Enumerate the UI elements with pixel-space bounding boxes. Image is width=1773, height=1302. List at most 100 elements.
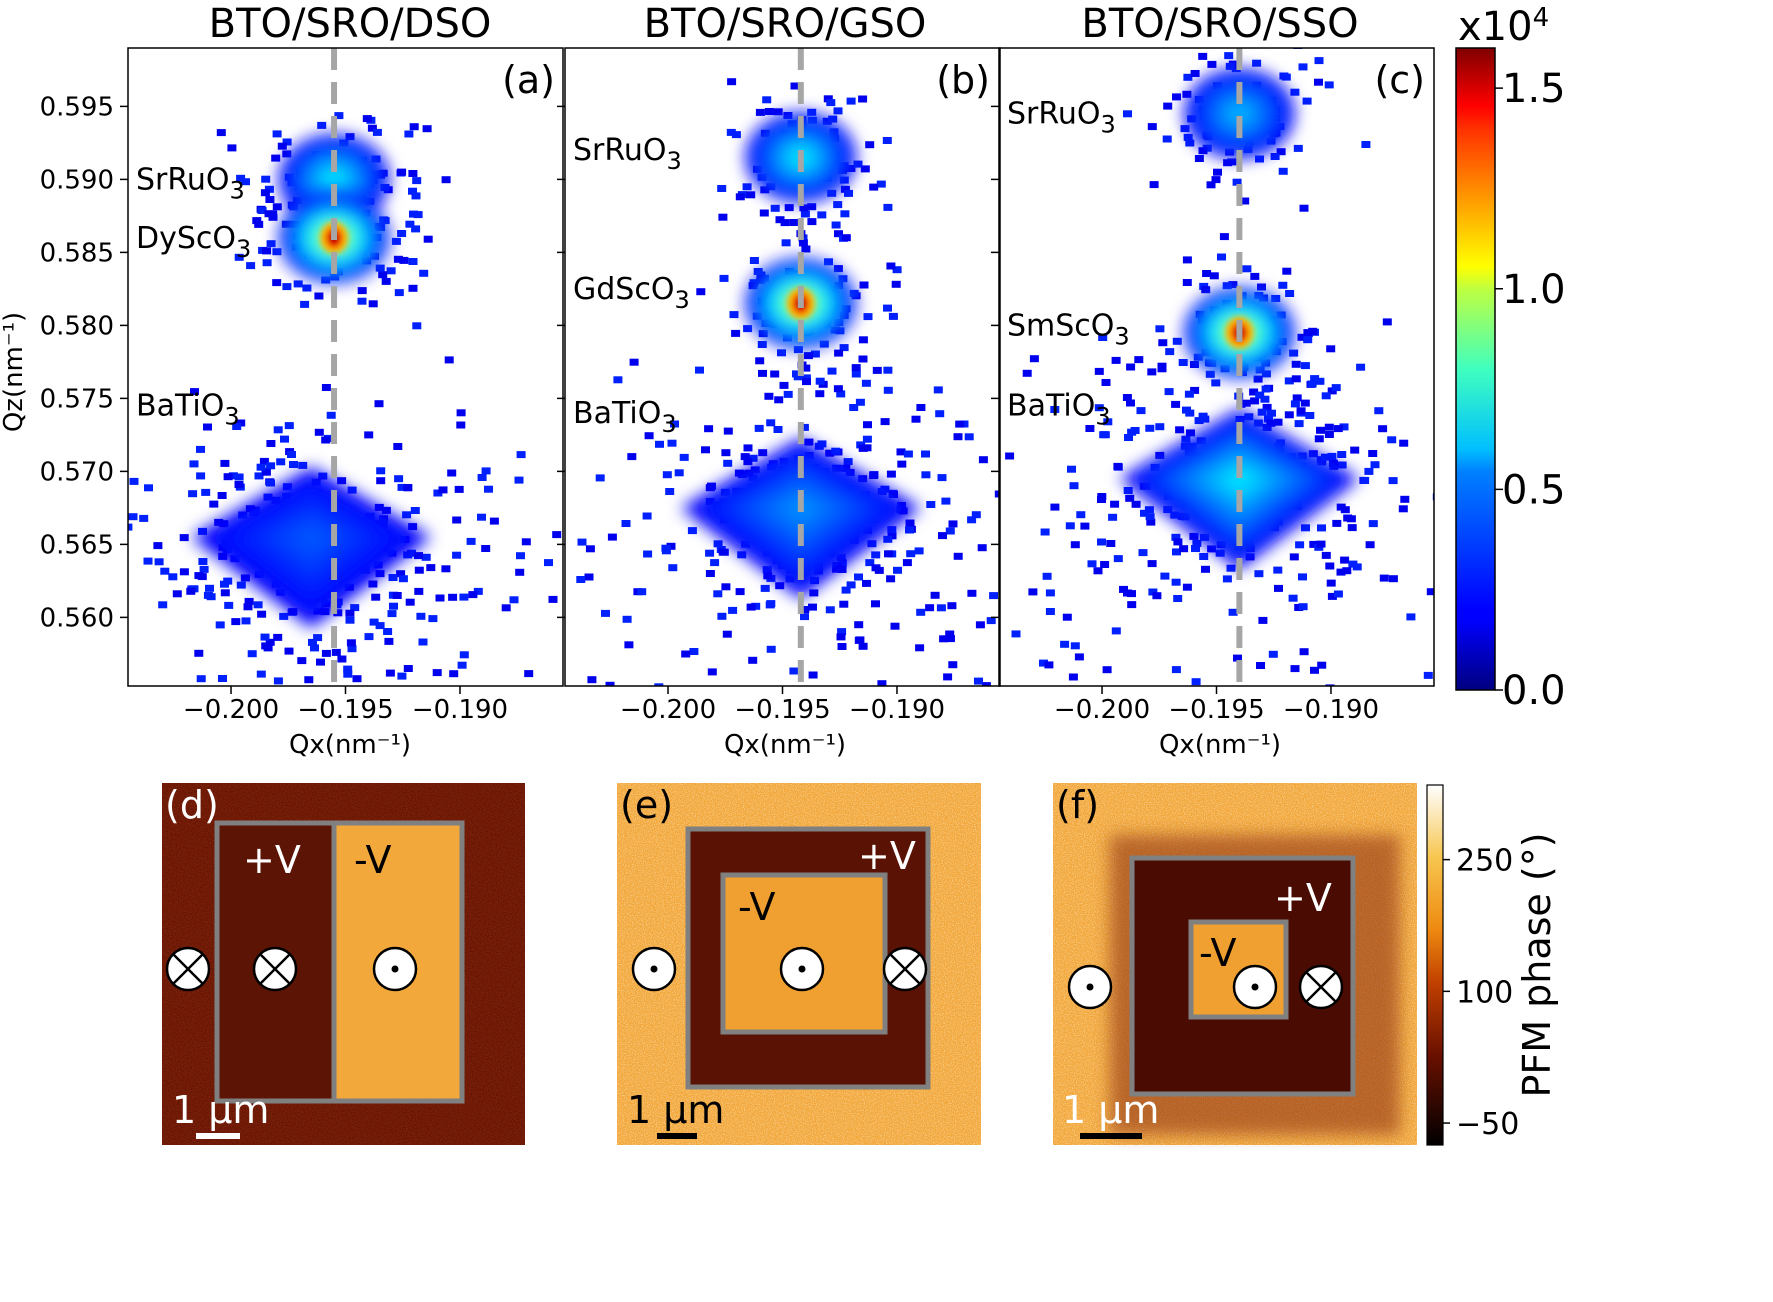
noise-pixel: [1211, 176, 1221, 184]
noise-pixel: [943, 673, 953, 681]
noise-pixel: [372, 128, 382, 136]
noise-pixel: [1097, 538, 1106, 546]
noise-pixel: [201, 488, 211, 496]
noise-pixel: [326, 411, 336, 419]
noise-pixel: [284, 647, 294, 655]
noise-pixel: [376, 477, 386, 485]
noise-pixel: [252, 217, 262, 225]
noise-pixel: [1131, 500, 1141, 508]
noise-pixel: [1076, 511, 1086, 519]
noise-pixel: [704, 425, 714, 433]
noise-pixel: [1136, 407, 1146, 415]
noise-pixel: [153, 542, 163, 550]
noise-pixel: [644, 432, 654, 440]
noise-pixel: [1285, 290, 1295, 297]
noise-pixel: [930, 591, 940, 599]
noise-pixel: [516, 552, 525, 560]
noise-pixel: [1074, 653, 1084, 661]
noise-pixel: [1123, 110, 1132, 118]
noise-pixel: [1198, 52, 1208, 60]
noise-pixel: [825, 449, 835, 457]
peak-srruo-c: [1184, 68, 1295, 159]
noise-pixel: [755, 357, 765, 365]
noise-pixel: [1199, 553, 1209, 560]
noise-pixel: [880, 418, 890, 426]
noise-pixel: [1309, 540, 1319, 548]
panel-a-title: BTO/SRO/DSO: [209, 1, 492, 47]
noise-pixel: [781, 239, 791, 247]
noise-pixel: [243, 603, 253, 611]
noise-pixel: [1337, 451, 1347, 458]
noise-pixel: [807, 218, 817, 226]
noise-pixel: [717, 612, 727, 620]
noise-pixel: [218, 675, 227, 682]
noise-pixel: [196, 675, 206, 683]
symbol-cross: [172, 953, 204, 985]
noise-pixel: [809, 589, 819, 597]
noise-pixel: [456, 421, 466, 429]
noise-pixel: [1284, 377, 1294, 385]
noise-pixel: [265, 196, 275, 203]
noise-pixel: [1134, 356, 1144, 364]
noise-pixel: [762, 96, 772, 104]
noise-pixel: [824, 258, 833, 266]
noise-pixel: [298, 461, 308, 469]
peak-label-subscript: 3: [674, 286, 689, 314]
noise-pixel: [403, 665, 413, 672]
noise-pixel: [601, 609, 610, 617]
noise-pixel: [1149, 181, 1159, 189]
colorbar-tick-label: 1.5: [1502, 66, 1566, 112]
noise-pixel: [410, 507, 420, 514]
noise-pixel: [1378, 425, 1388, 433]
noise-pixel: [803, 352, 813, 360]
noise-pixel: [276, 458, 286, 466]
noise-pixel: [851, 364, 861, 372]
noise-pixel: [514, 476, 524, 484]
x-tick-label: −0.190: [412, 695, 508, 725]
noise-pixel: [484, 485, 493, 493]
noise-pixel: [1123, 487, 1133, 494]
noise-pixel: [209, 500, 219, 508]
noise-pixel: [1140, 509, 1149, 517]
noise-pixel: [701, 446, 710, 454]
noise-pixel: [454, 485, 464, 493]
noise-pixel: [426, 564, 436, 572]
noise-pixel: [102, 665, 111, 672]
noise-pixel: [402, 511, 412, 519]
noise-pixel: [423, 235, 433, 243]
noise-pixel: [763, 572, 773, 580]
noise-pixel: [627, 453, 637, 461]
noise-pixel: [422, 125, 432, 133]
noise-pixel: [1147, 560, 1157, 568]
noise-pixel: [1147, 368, 1157, 376]
noise-pixel: [234, 481, 244, 488]
noise-pixel: [264, 210, 274, 218]
noise-pixel: [784, 204, 794, 212]
noise-pixel: [775, 216, 785, 224]
noise-pixel: [227, 144, 237, 152]
noise-pixel: [362, 115, 372, 123]
pfm-e-letter: (e): [620, 783, 673, 827]
noise-pixel: [1278, 281, 1288, 289]
noise-pixel: [241, 617, 251, 625]
noise-pixel: [643, 550, 653, 558]
noise-pixel: [220, 589, 230, 597]
noise-pixel: [837, 628, 847, 636]
noise-pixel: [515, 568, 525, 576]
noise-pixel: [925, 604, 935, 612]
noise-pixel: [605, 681, 615, 686]
noise-pixel: [524, 670, 534, 678]
noise-pixel: [764, 108, 774, 115]
noise-pixel: [343, 665, 353, 673]
noise-pixel: [831, 447, 841, 455]
noise-pixel: [595, 474, 605, 482]
noise-pixel: [1163, 102, 1173, 110]
noise-pixel: [948, 661, 958, 669]
noise-pixel: [1190, 70, 1200, 77]
noise-pixel: [874, 566, 884, 574]
noise-pixel: [937, 474, 947, 482]
noise-pixel: [783, 390, 793, 398]
noise-pixel: [1442, 485, 1451, 492]
noise-pixel: [385, 669, 395, 677]
noise-pixel: [713, 540, 723, 548]
